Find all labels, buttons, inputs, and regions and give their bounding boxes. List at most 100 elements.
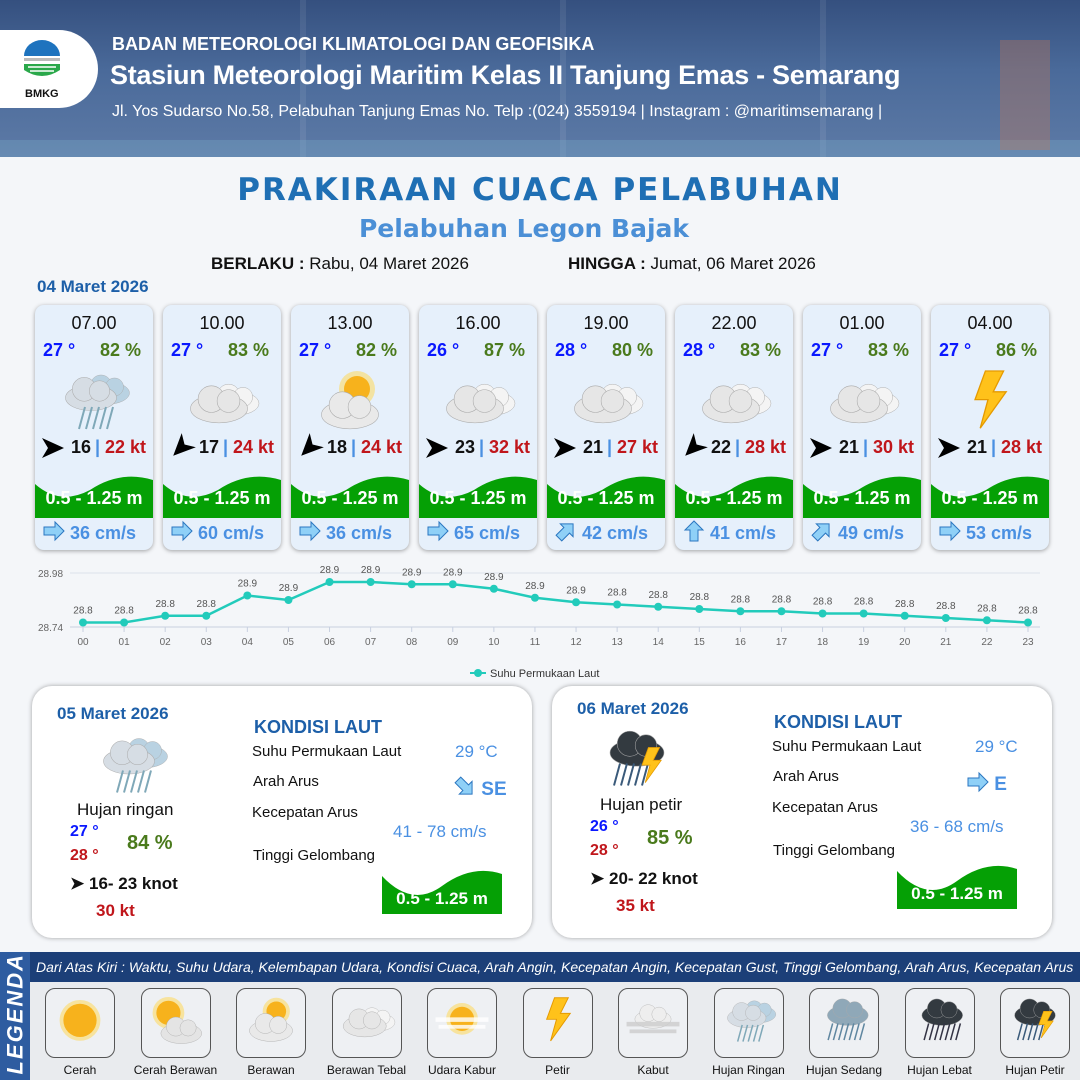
current-direction-icon [171,520,193,543]
y-tick-label: 28.74 [38,623,63,634]
gust-speed: 30 kt [873,437,915,457]
logo-text: BMKG [25,88,59,100]
current-direction-value: E [994,774,1007,795]
wind-speed: 21 [839,437,860,457]
wind-speed: 16 [71,437,92,457]
current-direction-value: SE [481,779,507,800]
wind-direction-icon [169,433,196,461]
temp-max: 28 ° [70,847,99,864]
daily-forecast-panel: 05 Maret 2026 Hujan ringan 27 ° 28 ° 84 … [32,686,532,938]
forecast-time: 10.00 [199,313,245,333]
separator: | [991,437,997,457]
x-tick-label: 07 [365,637,377,648]
data-point [900,611,909,620]
wave-height-label: Tinggi Gelombang [253,847,376,864]
wave-icon [163,470,281,518]
data-label: 28.8 [977,603,997,614]
current-info: 41 cm/s [683,520,776,544]
wave-icon [419,470,537,518]
data-label: 28.9 [443,567,463,578]
data-point [366,578,375,586]
weather-petir-icon [945,363,1035,438]
x-tick-label: 11 [530,637,541,648]
humidity: 84 % [127,832,173,854]
data-point [202,611,211,620]
legend-hujan-lebat-icon [904,988,975,1058]
gust-speed: 28 kt [745,437,787,457]
separator: | [95,437,101,457]
wave-icon [35,470,153,518]
legend-label: Hujan Ringan [712,1063,785,1077]
legend-description: Dari Atas Kiri : Waktu, Suhu Udara, Kele… [30,952,1080,982]
valid-to: HINGGA : Jumat, 06 Maret 2026 [568,254,816,274]
weather-berawan-tebal-icon [177,363,267,438]
wave-height: 0.5 - 1.25 m [557,488,655,508]
forecast-time: 19.00 [583,313,629,333]
data-point [818,609,827,618]
data-point [1024,618,1032,627]
x-tick-label: 18 [817,637,829,648]
legend-label: Petir [545,1063,570,1077]
gust-speed: 32 kt [489,437,531,457]
weather-condition: Hujan ringan [77,800,174,819]
wind-speed: 21 [583,437,604,457]
y-tick-label: 28.98 [38,569,63,580]
separator: | [351,437,357,457]
humidity: 87 % [483,340,525,360]
wave-height: 0.5 - 1.25 m [813,488,911,508]
current-speed: 53 cm/s [966,523,1033,543]
wind-direction-icon: ➤ [590,869,605,888]
current-info: 49 cm/s [811,520,904,544]
day1-date: 04 Maret 2026 [37,277,149,296]
legend-cerah-berawan-icon [140,988,211,1058]
data-label: 28.8 [854,597,874,608]
wave-height: 0.5 - 1.25 m [685,488,783,508]
data-label: 28.9 [238,579,258,590]
x-tick-label: 16 [735,637,747,648]
data-label: 28.8 [690,592,710,603]
wave-icon [547,470,665,518]
data-point [982,616,991,625]
data-label: 28.8 [1018,606,1038,617]
current-speed: 41 - 78 cm/s [393,822,487,841]
current-direction: E [967,771,1007,796]
legend-label: Hujan Sedang [805,1063,883,1077]
humidity: 83 % [739,340,781,360]
legend-hujan-sedang-icon [809,988,879,1058]
legend-udara-kabur-icon [427,988,497,1058]
wave-icon [803,470,921,518]
air-temperature: 27 ° [43,340,76,360]
data-point [859,609,868,618]
data-label: 28.8 [197,599,217,610]
current-info: 65 cm/s [427,520,520,544]
current-speed: 36 cm/s [70,523,137,543]
data-point [736,607,745,616]
legend-side: LEGENDA [0,952,30,1080]
legend-label: Kabut [637,1063,669,1077]
weather-berawan-icon [305,363,395,438]
data-label: 28.9 [525,581,545,592]
temp-min: 26 ° [590,818,619,835]
wind-speed: 23 [455,437,476,457]
wind-value: 16- 23 knot [88,874,178,893]
wave-height: 0.5 - 1.25 m [429,488,527,508]
gust-speed: 24 kt [361,437,403,457]
data-point [941,614,950,622]
wave-height: 0.5 - 1.25 m [396,889,488,908]
current-speed: 65 cm/s [454,523,521,543]
humidity: 82 % [355,340,397,360]
current-speed: 60 cm/s [198,523,265,543]
legend-label: Cerah Berawan [133,1063,218,1077]
wind-direction-icon [297,433,324,461]
sea-condition-title: KONDISI LAUT [774,712,902,732]
data-label: 28.8 [607,588,627,599]
wind-speed: 21 [967,437,988,457]
current-direction-icon [811,523,833,543]
wind-direction-icon [425,437,449,461]
header-banner [0,0,1080,157]
current-info: 42 cm/s [555,520,648,544]
x-tick-label: 20 [899,637,911,648]
x-tick-label: 21 [940,637,952,648]
wind-speed-range: ➤ 20- 22 knot [590,869,698,889]
wave-height: 0.5 - 1.25 m [45,488,143,508]
